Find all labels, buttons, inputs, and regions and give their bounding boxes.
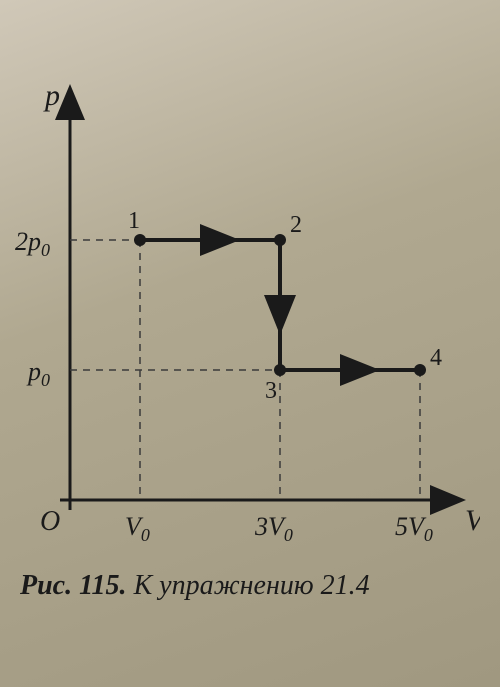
y-axis-label: p <box>43 79 60 112</box>
xtick-5v0: 5V0 <box>395 512 433 545</box>
point-1 <box>134 234 146 246</box>
point-4 <box>414 364 426 376</box>
xtick-3v0: 3V0 <box>254 512 293 545</box>
figure-caption: Рис. 115. К упражнению 21.4 <box>20 570 480 602</box>
point-label-3: 3 <box>265 378 277 404</box>
point-2 <box>274 234 286 246</box>
x-axis-label: V <box>465 504 480 537</box>
caption-text: К упражнению 21.4 <box>127 570 370 601</box>
chart-svg: p V O 2p0 p0 V0 3V0 5V0 1 2 3 4 <box>10 60 480 560</box>
point-label-4: 4 <box>430 345 442 371</box>
point-label-1: 1 <box>128 208 140 234</box>
caption-prefix: Рис. 115. <box>20 570 127 601</box>
ytick-p0: p0 <box>26 357 50 390</box>
ytick-2p0: 2p0 <box>15 227 50 260</box>
pv-diagram: p V O 2p0 p0 V0 3V0 5V0 1 2 3 4 <box>10 60 480 560</box>
point-label-2: 2 <box>290 212 302 238</box>
point-3 <box>274 364 286 376</box>
xtick-v0: V0 <box>125 512 150 545</box>
origin-label: O <box>40 506 60 537</box>
